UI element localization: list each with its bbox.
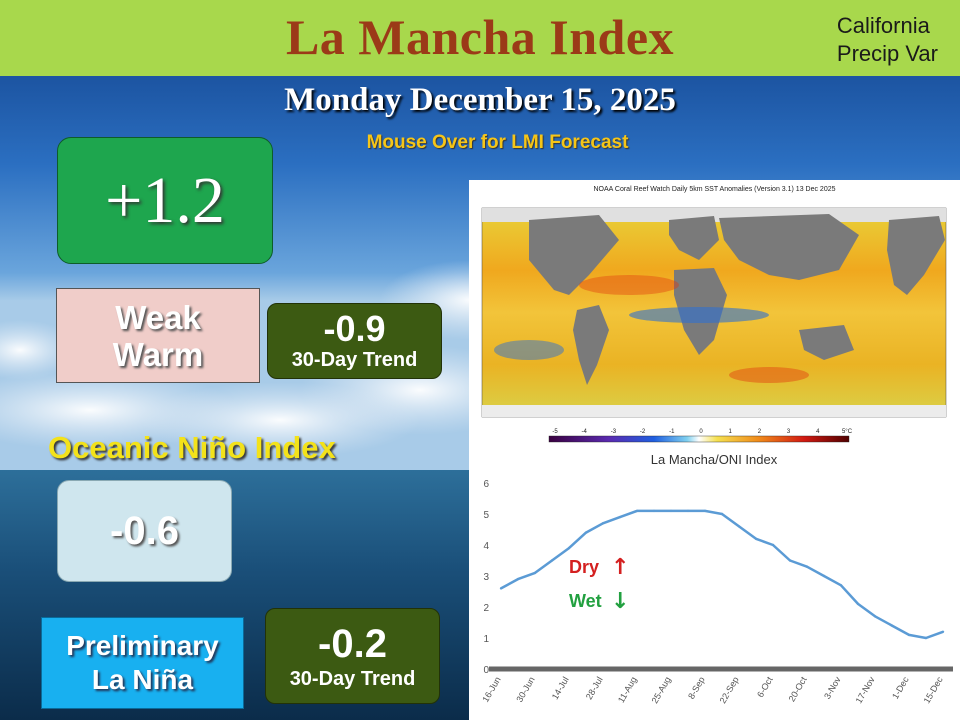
data-point — [601, 522, 605, 525]
annotation-arrow: ↓ — [611, 589, 629, 614]
data-point — [550, 559, 554, 562]
corner-line-1: California — [836, 13, 930, 38]
y-tick-label: 1 — [483, 634, 489, 645]
x-tick-label: 16-Jun — [480, 675, 502, 704]
colorbar-tick-label: -3 — [611, 429, 617, 435]
colorbar-tick-label: -5 — [552, 429, 558, 435]
chart-svg: La Mancha/ONI Index 0 1 2 3 4 5 6 16-Jun 30-Jun 14… — [480, 452, 953, 706]
x-tick-label: 17-Nov — [854, 675, 877, 706]
data-point — [720, 512, 724, 516]
data-point — [890, 624, 894, 627]
colorbar-tick-label: 5°C — [842, 429, 853, 435]
y-tick-label: 6 — [483, 479, 489, 490]
data-point — [686, 509, 690, 513]
sst-map-title: NOAA Coral Reef Watch Daily 5km SST Anom… — [593, 186, 836, 193]
data-point — [669, 509, 673, 513]
colorbar-tick-label: -2 — [640, 429, 646, 435]
lmi-value-box[interactable]: +1.2 — [57, 137, 273, 264]
oni-trend-label: 30-Day Trend — [289, 668, 416, 690]
title-bar — [0, 0, 960, 76]
lmi-trend-box: -0.9 30-Day Trend — [267, 303, 442, 379]
data-point — [618, 515, 622, 519]
annotation-arrow: ↑ — [611, 555, 629, 580]
oni-trend-box: -0.2 30-Day Trend — [265, 608, 440, 704]
data-point — [805, 565, 809, 568]
data-point — [839, 584, 843, 587]
x-tick-label: 30-Jun — [514, 675, 536, 704]
x-tick-label: 11-Aug — [616, 675, 639, 705]
oni-trend-value: -0.2 — [318, 622, 387, 666]
lmi-phase-line-2: Warm — [112, 335, 204, 373]
colorbar-tick-label: -4 — [582, 429, 588, 435]
oni-value: -0.6 — [110, 508, 179, 553]
x-tick-label: 14-Jul — [550, 675, 571, 701]
chart-title: La Mancha/ONI Index — [651, 452, 778, 467]
y-tick-label: 3 — [483, 572, 489, 583]
x-tick-label: 28-Jul — [584, 675, 605, 701]
lmi-phase-box: Weak Warm — [56, 288, 260, 383]
data-point — [788, 559, 792, 562]
colorbar-tick-label: 2 — [758, 429, 762, 435]
colorbar-tick-label: 3 — [787, 429, 791, 435]
data-point — [703, 509, 707, 513]
page-title: La Mancha Index — [285, 9, 675, 65]
annotation-label: Dry — [569, 557, 599, 577]
x-tick-label: 25-Aug — [650, 675, 673, 705]
x-tick-label: 3-Nov — [822, 675, 843, 701]
sst-map-image — [481, 207, 947, 443]
data-point — [941, 630, 945, 633]
sst-anomaly-map: NOAA Coral Reef Watch Daily 5km SST Anom… — [469, 180, 960, 449]
oni-title: Oceanic Niño Index — [48, 430, 336, 465]
data-point — [652, 509, 656, 513]
data-point — [907, 633, 911, 637]
data-point — [737, 525, 741, 528]
lmi-value: +1.2 — [105, 163, 225, 237]
colorbar-tick-label: 0 — [699, 429, 703, 435]
data-point — [771, 543, 775, 547]
data-point — [584, 531, 588, 534]
colorbar-tick-label: 1 — [729, 429, 733, 435]
lmi-phase-line-1: Weak — [115, 298, 201, 336]
la-mancha-oni-chart: La Mancha/ONI Index 0 1 2 3 4 5 6 16-Jun 30-Jun 14… — [469, 449, 960, 720]
colorbar-tick-label: -1 — [669, 429, 675, 435]
x-tick-label: 1-Dec — [890, 675, 911, 701]
series-line — [500, 509, 944, 640]
x-tick-label: 6-Oct — [755, 675, 775, 699]
x-tick-label: 22-Sep — [718, 675, 741, 705]
oni-status-line-1: Preliminary — [66, 630, 219, 661]
x-tick-label: 20-Oct — [787, 675, 809, 704]
data-point — [567, 546, 571, 550]
oni-value-box: -0.6 — [57, 480, 232, 582]
data-point — [873, 615, 877, 618]
y-tick-label: 5 — [483, 510, 489, 521]
x-tick-label: 8-Sep — [686, 675, 707, 701]
oni-status-box: Preliminary La Niña — [41, 617, 244, 709]
data-point — [635, 509, 639, 513]
forecast-mouseover-hint[interactable]: Mouse Over for LMI Forecast — [366, 132, 629, 153]
data-point — [516, 577, 520, 581]
y-tick-label: 4 — [483, 541, 489, 552]
data-point — [856, 602, 860, 606]
data-point — [533, 571, 537, 575]
date-heading: Monday December 15, 2025 — [284, 82, 676, 118]
annotation-label: Wet — [569, 591, 602, 611]
y-tick-label: 0 — [483, 665, 489, 676]
data-point — [822, 574, 826, 578]
oni-status-line-2: La Niña — [91, 664, 194, 695]
x-tick-label: 15-Dec — [922, 675, 945, 706]
corner-line-2: Precip Var — [836, 41, 938, 66]
data-point — [924, 636, 928, 640]
colorbar-tick-label: 4 — [816, 429, 820, 435]
data-point — [499, 587, 503, 590]
y-tick-label: 2 — [483, 603, 489, 614]
lmi-trend-value: -0.9 — [323, 308, 386, 349]
precip-var-link[interactable]: California Precip Var — [837, 12, 938, 68]
lmi-trend-label: 30-Day Trend — [291, 349, 418, 371]
sst-colorbar-ticks: -5 -4 -3 -2 -1 0 1 2 3 4 5°C — [552, 429, 853, 435]
data-point — [754, 537, 758, 540]
